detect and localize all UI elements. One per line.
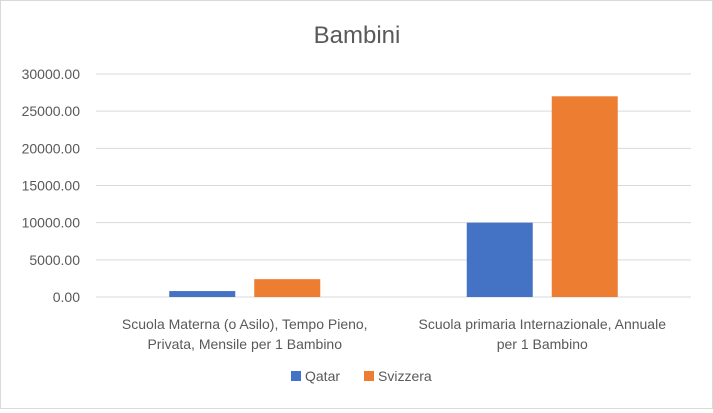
bars	[169, 96, 618, 297]
bar-qatar	[169, 291, 236, 297]
y-tick-label: 5000.00	[29, 252, 80, 268]
legend-label-qatar: Qatar	[305, 368, 340, 384]
chart-title: Bambini	[314, 22, 401, 49]
legend-label-svizzera: Svizzera	[378, 368, 432, 384]
x-category-label-line: Scuola Materna (o Asilo), Tempo Pieno,	[122, 316, 368, 332]
bar-svizzera	[551, 96, 618, 297]
y-tick-label: 25000.00	[22, 103, 81, 119]
x-category-label-line: Scuola primaria Internazionale, Annuale	[419, 316, 667, 332]
legend-swatch-qatar	[291, 371, 301, 381]
legend-swatch-svizzera	[364, 371, 374, 381]
gridlines	[96, 73, 691, 298]
y-tick-label: 0.00	[53, 289, 80, 305]
bar-qatar	[466, 222, 533, 297]
y-tick-label: 30000.00	[22, 66, 81, 82]
bar-svizzera	[254, 279, 321, 297]
x-category-label: Scuola primaria Internazionale, Annuale p…	[419, 316, 667, 352]
y-axis-tick-labels: 0.00 5000.00 10000.00 15000.00 20000.00 25000…	[22, 66, 81, 305]
x-category-label-line: per 1 Bambino	[497, 336, 588, 352]
x-axis-category-labels: Scuola Materna (o Asilo), Tempo Pieno, Pr…	[122, 316, 666, 352]
y-tick-label: 20000.00	[22, 140, 81, 156]
y-tick-label: 15000.00	[22, 178, 81, 194]
y-tick-label: 10000.00	[22, 215, 81, 231]
x-category-label: Scuola Materna (o Asilo), Tempo Pieno, Pr…	[122, 316, 368, 352]
legend: Qatar Svizzera	[291, 368, 432, 384]
x-category-label-line: Privata, Mensile per 1 Bambino	[147, 336, 342, 352]
